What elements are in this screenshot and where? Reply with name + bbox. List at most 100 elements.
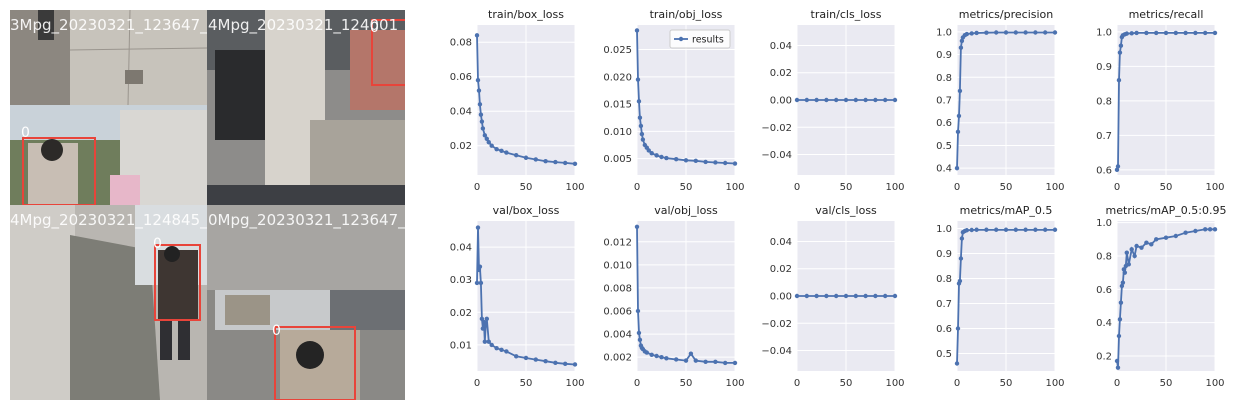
data-point: [863, 97, 868, 103]
y-tick-label: 0.8: [1096, 96, 1112, 107]
data-point: [523, 355, 529, 361]
y-tick-label: 0.02: [450, 308, 472, 319]
data-point: [1126, 262, 1131, 267]
data-point: [1163, 235, 1169, 240]
data-point: [636, 99, 642, 104]
data-point: [1173, 30, 1178, 36]
data-point: [1207, 227, 1213, 232]
detection-label: 0: [21, 125, 30, 141]
data-point: [638, 123, 644, 129]
data-point: [1003, 227, 1009, 232]
tile-caption: 3Mpg_20230321_123647_084: [10, 16, 236, 35]
chart-title: metrics/mAP_0.5:0.95: [1106, 204, 1227, 217]
data-point: [1193, 228, 1198, 234]
data-point: [1124, 31, 1129, 36]
data-point: [664, 356, 669, 361]
data-point: [553, 360, 558, 366]
data-point: [477, 264, 483, 269]
y-tick-label: 0.6: [936, 118, 952, 129]
x-tick-label: 0: [474, 378, 480, 389]
data-point: [483, 323, 489, 328]
chart-title: metrics/precision: [959, 8, 1054, 21]
detection-box: 0: [272, 323, 356, 400]
data-point: [480, 126, 486, 131]
y-tick-label: 0.03: [450, 275, 472, 286]
data-point: [1203, 30, 1208, 36]
data-point: [1203, 227, 1208, 232]
data-point: [873, 97, 878, 103]
data-point: [964, 31, 969, 37]
detection-label: 0: [153, 236, 162, 252]
chart-panel: 0 50 100 0.02 0.04 0.06 0.08 train/box_loss: [450, 8, 585, 193]
x-tick-label: 0: [634, 182, 640, 193]
x-tick-label: 0: [954, 182, 960, 193]
detection-box: 0: [153, 236, 201, 321]
legend-label: results: [692, 35, 724, 46]
x-tick-label: 100: [885, 378, 904, 389]
data-point: [974, 30, 979, 36]
data-point: [958, 45, 964, 50]
data-point: [1114, 358, 1120, 364]
chart-panel: 0 50 100 0.005 0.010 0.015 0.020 0.025 train/obj…: [603, 8, 744, 193]
data-point: [713, 359, 718, 364]
data-point: [954, 165, 960, 171]
chart-title: val/obj_loss: [654, 204, 718, 217]
y-tick-label: 0.04: [770, 41, 792, 52]
mosaic-tile: 0 4Mpg_20230321_124001: [207, 10, 405, 205]
data-point: [693, 358, 698, 363]
data-point: [674, 156, 679, 162]
data-point: [659, 354, 664, 360]
data-point: [649, 352, 654, 358]
data-point: [964, 228, 969, 233]
x-tick-label: 50: [1160, 378, 1173, 389]
data-point: [1117, 317, 1123, 322]
data-point: [484, 316, 489, 322]
y-tick-label: 0.01: [450, 340, 472, 351]
data-point: [475, 225, 481, 230]
data-point: [634, 224, 640, 229]
data-point: [1116, 77, 1122, 83]
x-tick-label: 0: [794, 182, 800, 193]
data-point: [1116, 333, 1122, 339]
data-point: [674, 357, 679, 362]
data-point: [494, 345, 499, 351]
chart-panel: 0 50 100 −0.04 −0.02 0.00 0.02 0.04 val/cls_loss: [761, 204, 904, 389]
y-tick-label: 0.00: [770, 96, 792, 107]
y-tick-label: 0.02: [770, 68, 792, 79]
x-tick-label: 100: [1205, 182, 1224, 193]
data-point: [637, 115, 643, 120]
x-tick-label: 0: [1114, 182, 1120, 193]
detection-box: 0: [370, 19, 405, 86]
data-point: [1023, 30, 1028, 35]
data-point: [486, 339, 491, 344]
data-point: [533, 157, 538, 162]
chart-title: train/obj_loss: [650, 8, 723, 21]
y-tick-label: −0.04: [761, 150, 792, 161]
y-tick-label: 0.8: [1096, 252, 1112, 263]
data-point: [1013, 30, 1018, 35]
data-point: [489, 143, 494, 148]
data-point: [824, 97, 829, 103]
data-point: [984, 30, 989, 35]
data-point: [572, 362, 578, 367]
data-point: [974, 227, 979, 232]
data-point: [504, 349, 509, 354]
data-point: [639, 131, 645, 137]
data-point: [804, 97, 809, 103]
chart-title: val/cls_loss: [815, 204, 877, 217]
data-point: [959, 38, 965, 44]
y-tick-label: 1.0: [936, 224, 952, 235]
chart-panel: 0 50 100 0.002 0.004 0.006 0.008 0.010 0.012 val/…: [603, 204, 744, 389]
data-point: [723, 360, 728, 366]
chart-title: val/box_loss: [493, 204, 560, 217]
data-point: [482, 339, 488, 344]
data-point: [1132, 253, 1137, 259]
data-point: [955, 326, 961, 331]
x-tick-label: 100: [725, 378, 744, 389]
data-point: [693, 158, 698, 164]
data-point: [1119, 283, 1125, 289]
chart-panel: 0 50 100 0.01 0.02 0.03 0.04 val/box_loss: [450, 204, 585, 389]
data-point: [1033, 227, 1038, 232]
data-point: [957, 278, 963, 284]
data-point: [649, 150, 654, 156]
